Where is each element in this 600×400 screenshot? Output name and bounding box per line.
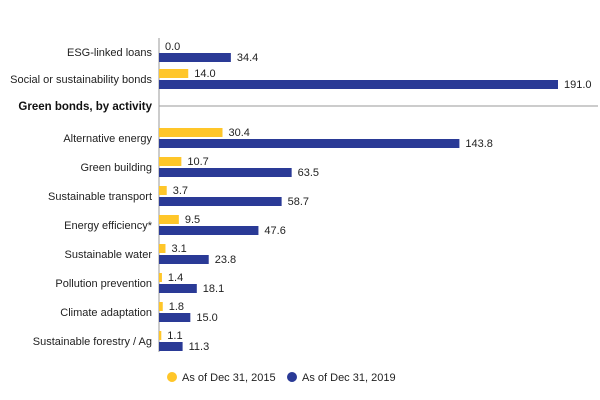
bar-2015 [159, 186, 167, 195]
value-label-2015: 30.4 [229, 127, 250, 139]
value-label-2019: 23.8 [215, 254, 236, 266]
value-label-2019: 47.6 [264, 225, 285, 237]
value-label-2019: 15.0 [196, 312, 217, 324]
value-label-2015: 1.1 [167, 330, 182, 342]
category-label: ESG-linked loans [67, 47, 152, 59]
value-label-2019: 143.8 [465, 138, 493, 150]
category-label: Pollution prevention [55, 278, 152, 290]
legend-item-2015-swatch [167, 372, 177, 382]
bar-2015 [159, 157, 182, 166]
category-label: Climate adaptation [60, 307, 152, 319]
value-label-2019: 34.4 [237, 52, 258, 64]
bar-2019 [159, 284, 197, 293]
value-label-2015: 3.1 [171, 243, 186, 255]
value-label-2015: 14.0 [194, 68, 215, 80]
bar-2019 [159, 168, 292, 177]
legend-item-2015-label: As of Dec 31, 2015 [182, 372, 276, 384]
bar-2015 [159, 128, 223, 137]
legend-item-2019-swatch [287, 372, 297, 382]
bar-2015 [159, 273, 162, 282]
bar-2015 [159, 331, 162, 340]
value-label-2019: 63.5 [298, 167, 319, 179]
category-label: Social or sustainability bonds [10, 74, 152, 86]
category-label: Green building [80, 162, 152, 174]
value-label-2015: 9.5 [185, 214, 200, 226]
bar-2015 [159, 244, 166, 253]
bar-2019 [159, 313, 191, 322]
bar-2015 [159, 69, 189, 78]
bar-2019 [159, 139, 460, 148]
category-label: Sustainable transport [48, 191, 152, 203]
category-label: Energy efficiency* [64, 220, 153, 232]
bar-2019 [159, 197, 282, 206]
bar-2015 [159, 215, 179, 224]
value-label-2015: 3.7 [173, 185, 188, 197]
value-label-2019: 18.1 [203, 283, 224, 295]
value-label-2019: 11.3 [189, 341, 210, 353]
bar-2019 [159, 342, 183, 351]
bar-2019 [159, 80, 558, 89]
value-label-2015: 0.0 [165, 41, 180, 53]
group-heading: Green bonds, by activity [18, 101, 152, 113]
bar-2019 [159, 53, 231, 62]
legend-item-2019-label: As of Dec 31, 2019 [302, 372, 396, 384]
value-label-2015: 10.7 [187, 156, 208, 168]
bar-2019 [159, 226, 259, 235]
category-label: Sustainable forestry / Ag [33, 336, 152, 348]
category-label: Alternative energy [63, 133, 152, 145]
value-label-2019: 191.0 [564, 79, 592, 91]
bar-2015 [159, 302, 163, 311]
value-label-2015: 1.8 [169, 301, 184, 313]
value-label-2015: 1.4 [168, 272, 183, 284]
category-label: Sustainable water [65, 249, 153, 261]
value-label-2019: 58.7 [288, 196, 309, 208]
bar-2019 [159, 255, 209, 264]
